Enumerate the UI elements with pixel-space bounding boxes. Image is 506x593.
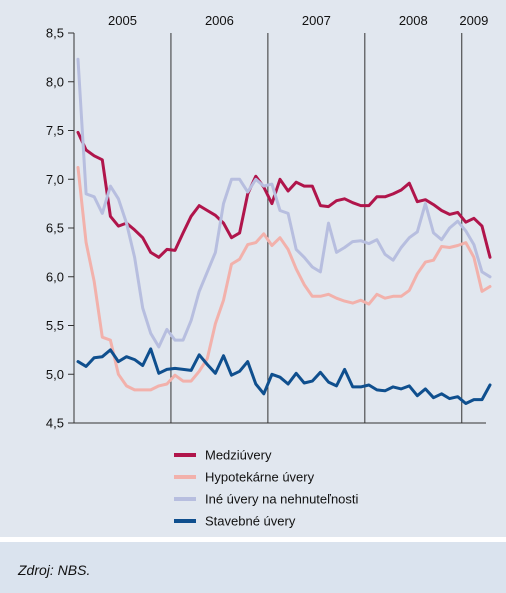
y-tick-label: 7,0 bbox=[46, 172, 64, 187]
source-bar: Zdroj: NBS. bbox=[0, 542, 506, 593]
legend-label: Hypotekárne úvery bbox=[205, 470, 315, 485]
line-chart: 2005 2006 2007 2008 2009 8,5 8,0 7,5 7,0 6,5 6,0 5,… bbox=[46, 13, 492, 529]
year-label: 2005 bbox=[108, 13, 137, 28]
y-tick-label: 4,5 bbox=[46, 416, 64, 431]
legend-label: Medziúvery bbox=[205, 448, 272, 463]
series-line bbox=[76, 130, 492, 259]
year-label: 2007 bbox=[302, 13, 331, 28]
source-note: Zdroj: NBS. bbox=[18, 562, 91, 578]
y-tick-label: 7,5 bbox=[46, 123, 64, 138]
chart-panel: 2005 2006 2007 2008 2009 8,5 8,0 7,5 7,0 6,5 6,0 5,… bbox=[0, 0, 506, 537]
y-tick-label: 5,5 bbox=[46, 318, 64, 333]
series-line bbox=[76, 57, 492, 349]
y-tick-label: 6,0 bbox=[46, 269, 64, 284]
legend-label: Iné úvery na nehnuteľnosti bbox=[205, 492, 359, 507]
y-tick-label: 8,0 bbox=[46, 74, 64, 89]
year-label: 2006 bbox=[205, 13, 234, 28]
y-tick-label: 8,5 bbox=[46, 26, 64, 41]
series-line bbox=[76, 347, 492, 405]
year-label: 2008 bbox=[399, 13, 428, 28]
legend-label: Stavebné úvery bbox=[205, 514, 296, 529]
y-tick-label: 5,0 bbox=[46, 367, 64, 382]
year-label: 2009 bbox=[459, 13, 488, 28]
series-line bbox=[76, 166, 492, 392]
y-tick-label: 6,5 bbox=[46, 221, 64, 236]
